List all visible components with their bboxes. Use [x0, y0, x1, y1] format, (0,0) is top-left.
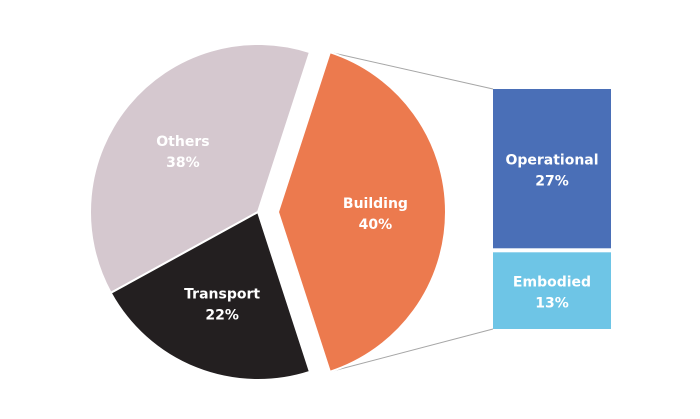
bar-label-operational: Operational: [505, 153, 598, 169]
slice-label-building: Building: [343, 196, 408, 212]
bar-value-embodied: 13%: [535, 296, 569, 312]
slice-value-others: 38%: [166, 155, 200, 171]
bar-value-operational: 27%: [535, 174, 569, 190]
pie-slice-others: [88, 43, 312, 295]
data-labels: Others 38% Building 40% Transport 22% Operatio…: [156, 134, 598, 324]
breakdown-bar: [493, 89, 611, 329]
slice-label-transport: Transport: [184, 287, 260, 303]
pie-slice-transport: [109, 210, 312, 381]
connector-line-top: [329, 51, 494, 90]
pie-slices: [88, 43, 447, 381]
slice-label-others: Others: [156, 134, 209, 150]
slice-value-transport: 22%: [205, 308, 239, 324]
bar-label-embodied: Embodied: [513, 275, 591, 291]
connector-line-bottom: [329, 328, 494, 373]
bar-segment-operational: [493, 89, 611, 249]
pie-slice-building: [276, 50, 447, 374]
slice-value-building: 40%: [359, 217, 393, 233]
connector-lines: [329, 51, 494, 373]
bar-segment-embodied: [493, 252, 611, 329]
